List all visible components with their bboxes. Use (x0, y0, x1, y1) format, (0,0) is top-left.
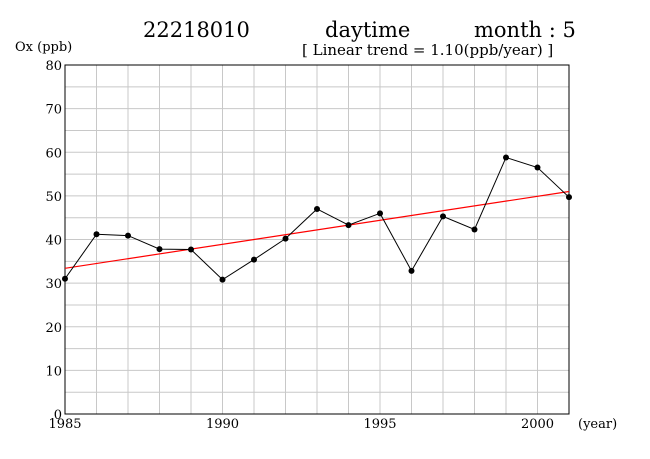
data-point (62, 275, 68, 282)
data-point (534, 164, 541, 171)
y-tick-label: 60 (45, 146, 62, 161)
month-title: month : 5 (474, 18, 576, 42)
y-tick-label: 80 (45, 59, 62, 74)
data-point (471, 226, 478, 233)
data-point (314, 205, 320, 212)
x-tick-label: 1995 (363, 417, 396, 432)
station-title: 22218010 (143, 18, 250, 42)
data-point (408, 267, 415, 274)
data-point (440, 213, 446, 220)
data-point (345, 222, 352, 229)
trend-subtitle: [ Linear trend = 1.10(ppb/year) ] (302, 41, 554, 59)
x-tick-label: 1985 (48, 417, 81, 432)
data-point (566, 194, 572, 201)
data-point (93, 231, 100, 238)
x-tick-label: 1990 (206, 417, 239, 432)
y-axis-label: Ox (ppb) (15, 40, 73, 55)
period-title: daytime (325, 18, 411, 42)
y-tick-label: 40 (45, 234, 62, 249)
data-point (282, 235, 289, 242)
data-point (156, 246, 163, 253)
x-axis-label: (year) (578, 417, 617, 432)
data-point (188, 246, 194, 253)
grid-lines (65, 65, 569, 414)
data-point (251, 256, 257, 263)
x-tick-label: 2000 (521, 417, 554, 432)
axis-ticks: 0 10 20 30 40 50 60 70 80 1985 1990 1995 2000 (45, 59, 554, 432)
data-point (377, 210, 383, 217)
y-tick-label: 10 (45, 364, 62, 379)
y-tick-label: 0 (54, 408, 62, 423)
y-tick-label: 50 (45, 190, 62, 205)
plot-frame (64, 64, 570, 415)
data-point (503, 154, 509, 161)
y-tick-label: 20 (45, 321, 62, 336)
data-point (219, 276, 226, 283)
data-point (125, 232, 131, 239)
y-tick-label: 70 (45, 103, 62, 118)
y-tick-label: 30 (45, 277, 62, 292)
data-points (62, 154, 572, 283)
